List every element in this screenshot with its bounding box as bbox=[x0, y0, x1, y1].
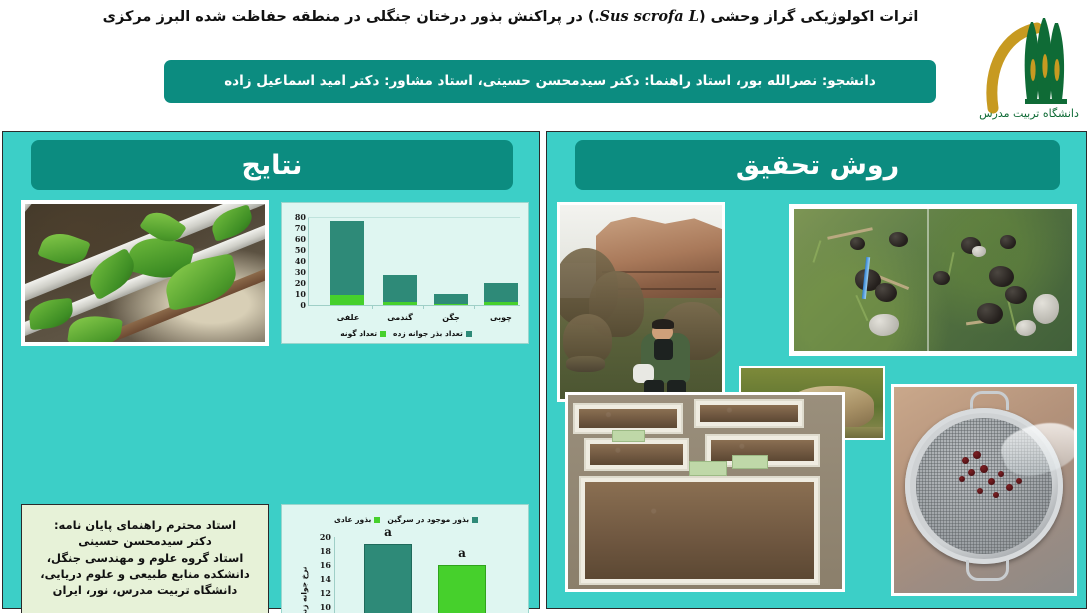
chart1-xlabel-alafi: علفی bbox=[336, 313, 360, 322]
chart2-ytick: 16 bbox=[319, 560, 331, 570]
chart1-legend: تعداد بذر جوانه زده تعداد گونه bbox=[296, 329, 516, 338]
results-section-header: نتایج bbox=[31, 140, 513, 190]
authors-text: دانشجو: نصرالله بور، استاد راهنما: دکتر … bbox=[224, 73, 876, 90]
chart1-ytick: 10 bbox=[294, 289, 306, 299]
chart1-legend-item-germinated-seeds: تعداد بذر جوانه زده bbox=[393, 329, 472, 338]
photo-artwork bbox=[794, 209, 1072, 351]
title-part-after: ) در پراکنش بذور درختان جنگلی در منطقه ح… bbox=[102, 9, 595, 25]
contact-line-2: استاد گروه علوم و مهندسی جنگل، bbox=[46, 550, 244, 565]
photo-artwork bbox=[560, 205, 722, 399]
spacer bbox=[32, 599, 258, 612]
logo-artwork: دانشگاه تربیت مدرس bbox=[979, 18, 1079, 120]
contact-line-3: دانشکده منابع طبیعی و علوم دریایی، bbox=[40, 566, 250, 581]
chart2-legend-label-1: بذور عادی bbox=[333, 515, 372, 524]
photo-artwork bbox=[568, 395, 842, 589]
results-panel: نتایج 80 70 bbox=[2, 131, 540, 613]
legend-swatch-teal bbox=[472, 516, 479, 523]
results-heading-text: نتایج bbox=[241, 149, 303, 181]
method-panel: روش تحقیق bbox=[546, 131, 1087, 609]
logo-caption: دانشگاه تربیت مدرس bbox=[979, 107, 1079, 120]
chart2-ytick: 10 bbox=[319, 602, 331, 612]
chart2-legend-item-seeds-in-dung: بذور موجود در سرگین bbox=[387, 515, 479, 524]
chart2-legend-item-normal-seeds: بذور عادی bbox=[333, 515, 381, 524]
chart1-ytick: 70 bbox=[294, 223, 306, 233]
photo-seedling-germination bbox=[21, 200, 269, 346]
method-section-header: روش تحقیق bbox=[575, 140, 1060, 190]
legend-swatch-teal bbox=[465, 330, 472, 337]
chart1-xlabel-choobi: چوبی bbox=[490, 313, 512, 322]
title-species-latin: Sus scrofa L. bbox=[594, 8, 699, 25]
chart1-ytick: 0 bbox=[300, 300, 306, 310]
tarbiat-modares-university-logo: دانشگاه تربیت مدرس bbox=[975, 4, 1083, 120]
photo-wild-boar-dung-on-grassland bbox=[789, 204, 1077, 356]
chart1-y-axis bbox=[308, 217, 309, 306]
chart1-legend-label-0: تعداد بذر جوانه زده bbox=[393, 329, 463, 338]
chart1-ytick: 50 bbox=[294, 245, 306, 255]
chart2-ytick: 18 bbox=[319, 546, 331, 556]
chart1-tick bbox=[423, 305, 424, 309]
photo-artwork bbox=[894, 387, 1074, 593]
chart1-ytick: 80 bbox=[294, 212, 306, 222]
photo-germination-trays bbox=[565, 392, 845, 592]
chart2-ytick: 14 bbox=[319, 574, 331, 584]
chart1-tick bbox=[474, 305, 475, 309]
title-part-before: اثرات اکولوژیکی گراز وحشی ( bbox=[698, 9, 919, 25]
chart-germination-rate-sorkh-valik: بذور موجود در سرگین بذور عادی نرخ جوانه … bbox=[281, 504, 529, 613]
chart1-bar-choobi bbox=[484, 283, 518, 305]
photo-washing-seeds-in-sieve bbox=[891, 384, 1077, 596]
chart2-bar-seeds-in-dung bbox=[364, 544, 412, 613]
chart1-xlabel-jagan: جگن bbox=[442, 313, 460, 322]
contact-line-0: استاد محترم راهنمای پایان نامه: bbox=[53, 518, 237, 532]
chart1-ytick: 40 bbox=[294, 256, 306, 266]
chart1-ytick: 30 bbox=[294, 267, 306, 277]
photo-artwork bbox=[25, 204, 265, 342]
chart1-ytick: 20 bbox=[294, 278, 306, 288]
legend-swatch-green bbox=[374, 516, 381, 523]
chart-seed-germination-by-lifeform: 80 70 60 50 40 30 20 10 0 bbox=[281, 202, 529, 344]
chart1-gridline bbox=[308, 217, 520, 218]
contact-line-4: دانشگاه تربیت مدرس، نور، ایران bbox=[52, 583, 238, 598]
chart2-bar-normal-seeds bbox=[438, 565, 486, 613]
chart2-y-axis-label: نرخ جوانه زنی (درصد) bbox=[299, 566, 309, 613]
method-heading-text: روش تحقیق bbox=[735, 149, 900, 181]
chart1-bar-gandomi bbox=[383, 275, 417, 305]
chart1-bar-jagan bbox=[434, 294, 468, 305]
chart2-annotation-seeds-in-dung: a bbox=[384, 525, 392, 539]
chart2-y-axis bbox=[334, 537, 335, 613]
legend-swatch-green bbox=[380, 330, 387, 337]
authors-bar: دانشجو: نصرالله بور، استاد راهنما: دکتر … bbox=[164, 60, 936, 103]
chart2-ytick: 20 bbox=[319, 532, 331, 542]
chart2-annotation-normal-seeds: a bbox=[458, 546, 466, 560]
chart1-legend-label-1: تعداد گونه bbox=[340, 329, 378, 338]
chart1-xlabel-gandomi: گندمی bbox=[387, 313, 413, 322]
chart1-bar-alafi bbox=[330, 221, 364, 305]
chart1-ytick: 60 bbox=[294, 234, 306, 244]
photo-researcher-at-study-site bbox=[557, 202, 725, 402]
page-title: اثرات اکولوژیکی گراز وحشی (Sus scrofa L.… bbox=[58, 6, 963, 28]
contact-line-1: دکتر سیدمحسن حسینی bbox=[78, 534, 212, 549]
chart2-legend-label-0: بذور موجود در سرگین bbox=[387, 515, 470, 524]
chart1-legend-item-species-count: تعداد گونه bbox=[340, 329, 387, 338]
chart2-legend: بذور موجود در سرگین بذور عادی bbox=[296, 515, 516, 524]
supervisor-contact-box: استاد محترم راهنمای پایان نامه: دکتر سید… bbox=[21, 504, 269, 613]
poster-header: اثرات اکولوژیکی گراز وحشی (Sus scrofa L.… bbox=[0, 0, 1089, 124]
chart2-ytick: 12 bbox=[319, 588, 331, 598]
chart1-tick bbox=[372, 305, 373, 309]
chart1-x-axis bbox=[308, 305, 520, 306]
